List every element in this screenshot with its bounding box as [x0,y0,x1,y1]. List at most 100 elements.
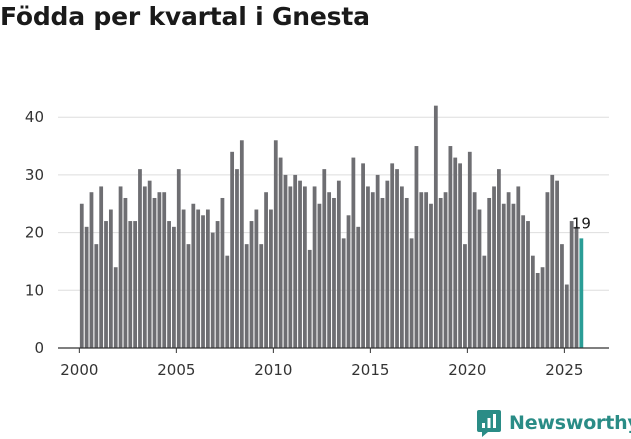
bar [555,180,559,348]
bar [123,197,128,348]
bar [298,180,302,348]
bar [84,226,89,348]
bar [463,244,467,348]
bar [201,215,205,348]
bars [79,105,584,348]
bar [404,197,409,348]
bar [157,192,162,348]
bar [273,140,278,348]
bar [191,203,196,348]
bar [492,186,496,348]
bar [327,192,332,348]
bar [453,157,458,348]
bar [429,203,433,348]
x-tick-label: 2015 [351,361,389,379]
bar-chart-speech-bubble-icon [477,410,501,437]
bar [288,186,293,348]
bar [249,221,254,348]
bar [230,151,235,348]
bar [312,186,317,348]
y-tick-label: 20 [25,224,44,242]
bar [414,146,419,348]
bar [506,192,511,348]
bar [186,244,191,348]
bar [118,186,123,348]
y-tick-label: 10 [25,281,44,299]
bar [443,192,448,348]
y-tick-label: 40 [25,108,44,126]
bar [370,192,375,348]
bar [521,215,526,348]
x-tick-label: 2020 [448,361,486,379]
bar [409,238,414,348]
bar [390,163,395,348]
bar [196,209,201,348]
bar [351,157,356,348]
bar [336,180,341,348]
bar [264,192,268,348]
bar [511,203,516,348]
bar [540,267,545,348]
bar [99,186,104,348]
bar [215,221,220,348]
bar [530,255,535,348]
bar [361,163,365,348]
bar [341,238,346,348]
bar [108,209,113,348]
bar [419,192,424,348]
bar [467,151,472,348]
bar [152,197,157,348]
bar [545,192,550,348]
bar [332,197,336,348]
bar [172,226,176,348]
bar [220,197,225,348]
labels: 0 10 20 30 40 2000 2005 2010 2015 2020 2025 19 [25,108,591,379]
bar [501,203,506,348]
bar [385,180,390,348]
bar [380,197,385,348]
bar [560,244,564,348]
bar [395,169,399,348]
bar [225,255,230,348]
newsworthy-logo: Newsworthy [476,408,631,438]
bar [497,169,501,348]
bar [458,163,462,348]
bar [128,221,133,348]
bar [133,221,138,348]
bar [79,203,84,348]
bar [104,221,108,348]
bar [89,192,94,348]
bar [550,174,555,348]
bar [307,249,312,348]
bar [526,221,530,348]
bar [487,197,492,348]
x-axis [58,347,609,353]
bar [259,244,264,348]
x-tick-label: 2010 [254,361,292,379]
bar [269,209,273,348]
bar [482,255,487,348]
bar [569,221,574,348]
bar [113,267,118,348]
data-label: 19 [572,214,591,232]
bar [477,209,482,348]
bar [283,174,288,348]
bar [147,180,152,348]
bar [235,169,239,348]
bar [375,174,380,348]
bar [400,186,404,348]
bar [293,174,298,348]
y-tick-label: 0 [34,339,44,357]
bar [438,197,443,348]
bar [564,284,569,348]
bar [244,244,249,348]
bar [167,221,171,348]
bar [162,192,167,348]
bar [278,157,283,348]
x-tick-label: 2005 [157,361,195,379]
bar [181,209,186,348]
x-tick-label: 2025 [545,361,583,379]
bar [138,169,142,348]
bar [176,169,181,348]
bar [346,215,351,348]
